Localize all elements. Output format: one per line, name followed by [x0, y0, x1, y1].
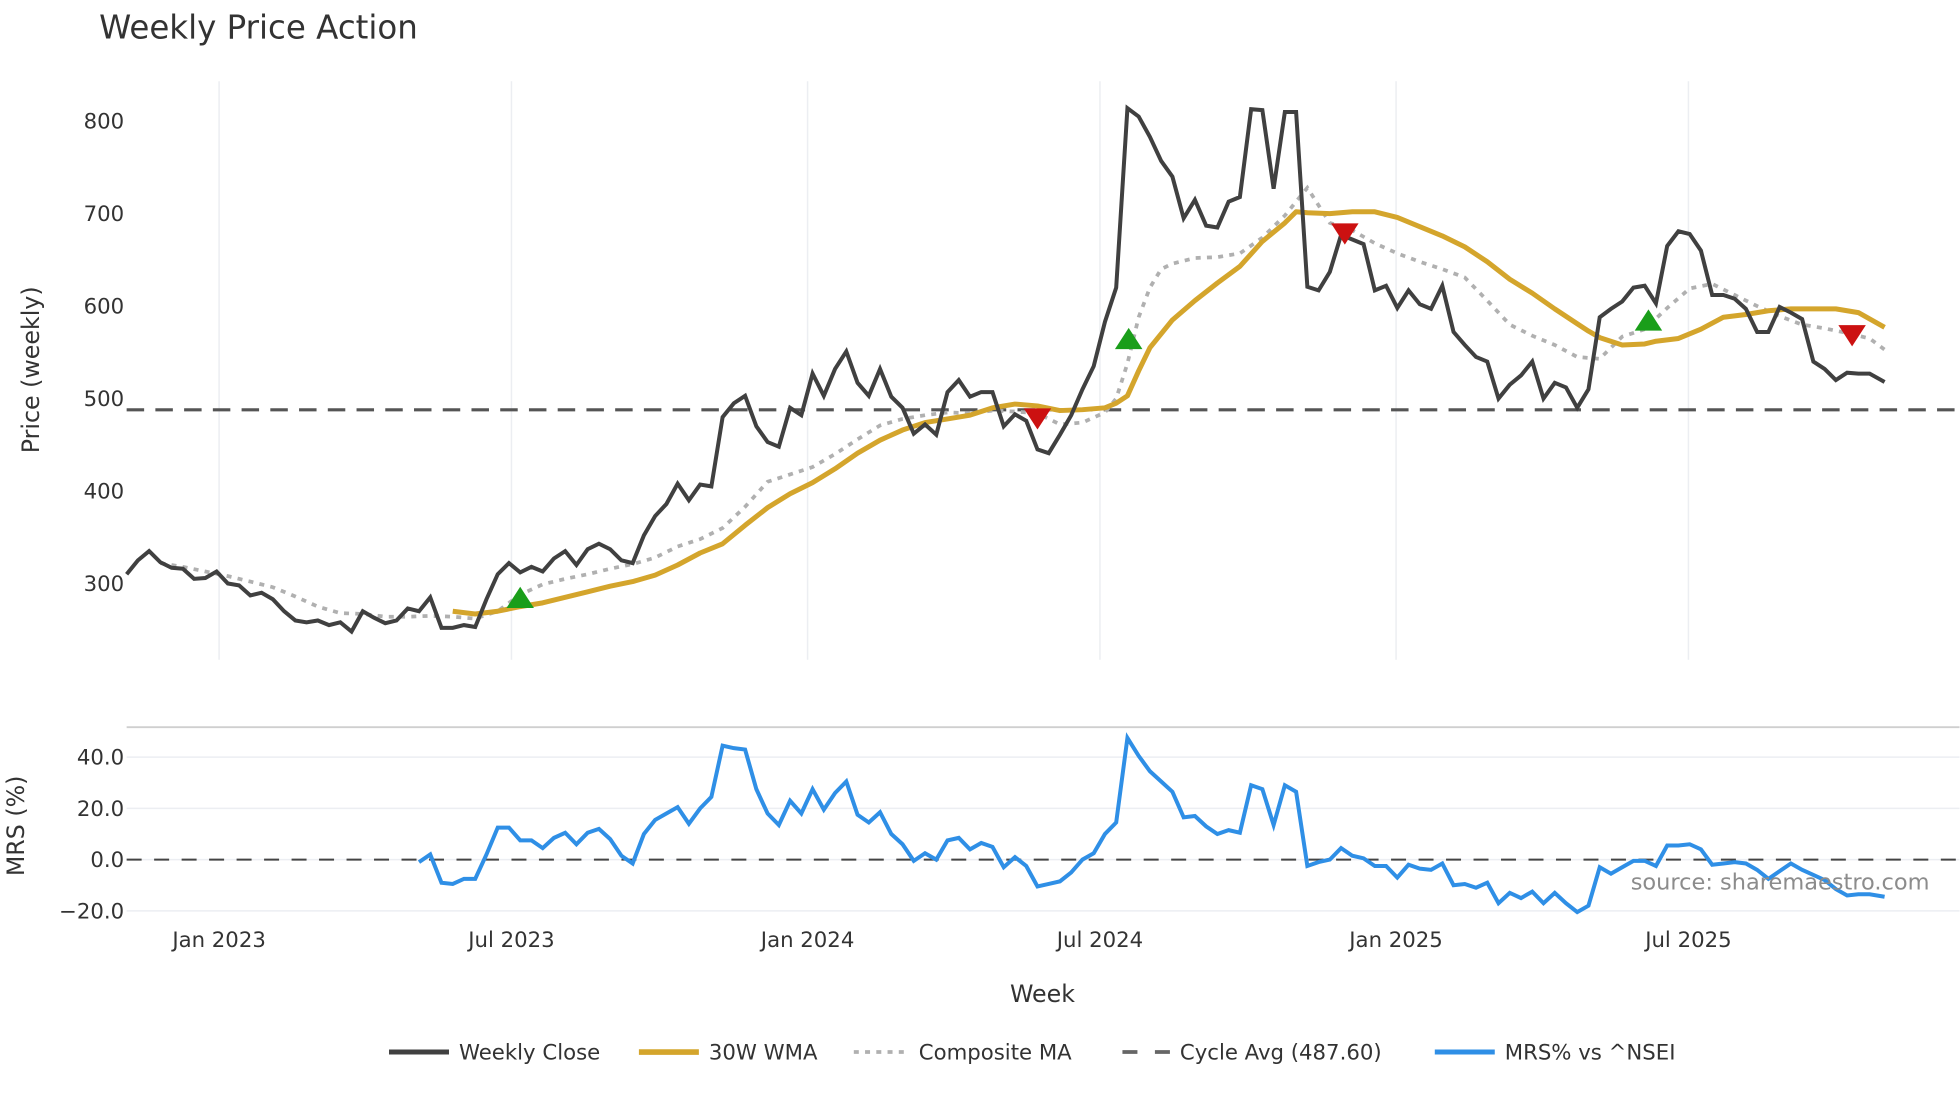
price-series: [125, 104, 1886, 635]
x-tick-label: Jan 2024: [759, 928, 855, 953]
x-axis-label: Week: [1010, 980, 1075, 1008]
mrs-y-tick-label: 20.0: [77, 797, 124, 822]
legend-label: Cycle Avg (487.60): [1180, 1041, 1382, 1066]
x-tick-label: Jan 2023: [170, 928, 266, 953]
buy-signal-icon: [1634, 309, 1663, 331]
mrs-line: [417, 732, 1885, 915]
source-watermark: source: sharemaestro.com: [1631, 870, 1930, 896]
mrs-y-tick-label: 0.0: [90, 848, 124, 873]
price-panel: 300 400 500 600 700 800 Price (weekly): [17, 81, 1960, 660]
legend-item: Weekly Close: [389, 1041, 600, 1066]
price-y-tick-label: 600: [84, 295, 125, 320]
price-y-tick-label: 300: [84, 572, 125, 597]
price-y-tick-label: 400: [84, 480, 125, 505]
legend-label: MRS% vs ^NSEI: [1505, 1041, 1676, 1066]
signal-markers: [506, 223, 1866, 608]
legend-item: MRS% vs ^NSEI: [1434, 1041, 1676, 1066]
weekly-close-line: [125, 104, 1886, 635]
price-y-axis-label: Price (weekly): [17, 286, 45, 453]
legend-label: 30W WMA: [709, 1041, 818, 1066]
legend-label: Composite MA: [919, 1041, 1072, 1066]
mrs-y-axis-label: MRS (%): [2, 776, 30, 877]
x-axis-ticks: Jan 2023 Jul 2023 Jan 2024 Jul 2024 Jan 2025…: [170, 928, 1731, 953]
legend-label: Weekly Close: [459, 1041, 600, 1066]
chart-title: Weekly Price Action: [99, 9, 418, 47]
sell-signal-icon: [1023, 408, 1052, 430]
x-tick-label: Jul 2024: [1055, 928, 1143, 953]
mrs-y-tick-label: 40.0: [77, 746, 124, 771]
price-y-tick-label: 700: [84, 202, 125, 227]
legend-item: Composite MA: [853, 1041, 1072, 1066]
mrs-y-tick-label: −20.0: [59, 899, 124, 924]
buy-signal-icon: [1114, 327, 1143, 350]
legend: Weekly Close 30W WMA Composite MA Cycle Avg…: [389, 1041, 1675, 1066]
sell-signal-icon: [1331, 223, 1359, 245]
price-y-tick-label: 800: [84, 110, 125, 135]
price-vertical-grid: [218, 81, 1690, 660]
x-tick-label: Jan 2025: [1347, 928, 1443, 953]
mrs-y-ticks: −20.0 0.0 20.0 40.0: [59, 746, 124, 925]
mrs-series: [417, 732, 1885, 915]
price-y-tick-label: 500: [84, 387, 125, 412]
mrs-panel: −20.0 0.0 20.0 40.0 MRS (%) source: sharema…: [2, 732, 1960, 925]
sell-signal-icon: [1838, 325, 1866, 347]
wma-30w-line: [452, 209, 1886, 617]
legend-item: 30W WMA: [638, 1041, 818, 1066]
legend-item: Cycle Avg (487.60): [1122, 1041, 1382, 1066]
price-y-ticks: 300 400 500 600 700 800: [84, 110, 125, 597]
buy-signal-icon: [506, 586, 534, 608]
x-tick-label: Jul 2025: [1643, 928, 1731, 953]
x-tick-label: Jul 2023: [466, 928, 554, 953]
